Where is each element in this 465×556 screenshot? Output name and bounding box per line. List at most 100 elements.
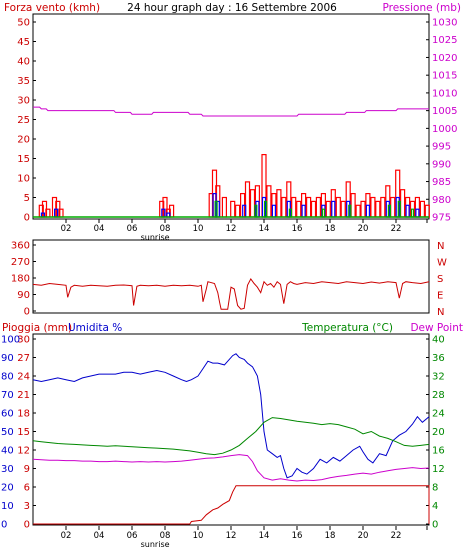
y-tick-label: 1020	[432, 53, 457, 64]
wind-bar	[306, 196, 312, 218]
y-tick-label: 45	[17, 37, 30, 48]
y-tick-label: 30	[1, 464, 14, 475]
wind-bar	[45, 208, 51, 218]
compass-label: S	[437, 274, 443, 285]
y-tick-label: 10	[17, 174, 30, 185]
y-tick-label: 24	[432, 409, 445, 420]
y-tick-label: 28	[432, 390, 445, 401]
y-tick-label: 15	[17, 154, 30, 165]
y-tick-label: 20	[1, 483, 14, 494]
y-tick-label: 1030	[432, 18, 457, 29]
y-tick-label: 12	[17, 446, 30, 457]
wind-bar	[281, 196, 287, 218]
y-tick-label: 10	[1, 501, 14, 512]
dew-point-title: Dew Point	[410, 322, 463, 334]
compass-label: N	[437, 241, 444, 252]
y-tick-label: 32	[432, 372, 445, 383]
x-tick-label: 12	[226, 531, 237, 541]
y-tick-label: 70	[1, 390, 14, 401]
y-tick-label: 12	[432, 464, 445, 475]
y-tick-label: 40	[1, 446, 14, 457]
y-tick-label: 1025	[432, 35, 457, 46]
wind-bar	[221, 196, 227, 218]
graph-day-title: 24 hour graph day : 16 Settembre 2006	[127, 2, 337, 14]
x-tick-label: 18	[325, 224, 336, 234]
humidity-line	[32, 353, 430, 479]
wind-bar	[400, 189, 406, 218]
x-tick-label: 22	[391, 224, 402, 234]
y-tick-label: 40	[17, 57, 30, 68]
y-tick-label: 8	[432, 483, 438, 494]
y-tick-label: 15	[17, 427, 30, 438]
wind-bar	[380, 196, 386, 218]
y-tick-label: 1005	[432, 106, 457, 117]
wind-average-bars	[214, 200, 415, 218]
x-tick-label: 22	[391, 531, 402, 541]
y-tick-label: 40	[432, 335, 445, 346]
wind-bar	[58, 208, 64, 218]
x-tick-label: 02	[61, 531, 72, 541]
wind-bar	[235, 204, 241, 218]
compass-label: E	[437, 291, 443, 302]
direction-panel-frame	[32, 239, 430, 314]
wind-bar	[390, 196, 396, 218]
compass-label: N	[437, 307, 444, 318]
y-tick-label: 980	[432, 195, 451, 206]
wind-bar	[365, 204, 370, 218]
wind-bar	[266, 185, 272, 218]
wind-bar	[360, 200, 366, 218]
wind-bar	[291, 196, 297, 218]
x-tick-label: 14	[259, 224, 270, 234]
x-tick-label: 08	[160, 224, 171, 234]
humidity-title: Umidita %	[68, 322, 122, 334]
y-tick-label: 975	[432, 213, 451, 224]
x-tick-label: 02	[61, 224, 72, 234]
temperature-axis: 0 4 8 12 16 20 24 28 32 36 40	[426, 335, 445, 531]
y-tick-label: 9	[24, 464, 30, 475]
wind-bar	[410, 208, 415, 218]
y-tick-label: 90	[17, 290, 30, 301]
y-tick-label: 20	[432, 427, 445, 438]
wind-bar	[331, 200, 336, 218]
x-tick-label: 10	[193, 224, 204, 234]
wind-gust-bars	[38, 154, 430, 218]
wind-bar	[355, 204, 361, 218]
sunrise-label-top: sunrise	[141, 233, 170, 242]
y-tick-label: 24	[17, 372, 30, 383]
dew-point-line	[32, 454, 430, 482]
y-tick-label: 25	[17, 115, 30, 126]
wind-bar	[405, 204, 410, 218]
y-tick-label: 1015	[432, 71, 457, 82]
y-tick-label: 985	[432, 177, 451, 188]
wind-bar	[335, 196, 341, 218]
x-tick-label: 18	[325, 531, 336, 541]
y-tick-label: 16	[432, 446, 445, 457]
x-tick-label: 10	[193, 531, 204, 541]
y-tick-label: 50	[1, 427, 14, 438]
y-tick-label: 990	[432, 159, 451, 170]
wind-bar	[271, 204, 276, 218]
rain-panel-frame	[32, 333, 430, 526]
y-tick-label: 21	[17, 390, 30, 401]
y-tick-label: 360	[11, 241, 30, 252]
x-tick-label: 06	[127, 224, 138, 234]
y-tick-label: 995	[432, 142, 451, 153]
weather-series-lines	[32, 353, 430, 525]
hour-axis-bottom: 02 04 06 08 10 12 14 16 18 20 22	[61, 526, 428, 541]
x-tick-label: 06	[127, 531, 138, 541]
sunrise-label-bottom: sunrise	[141, 540, 170, 549]
wind-bar	[315, 196, 321, 218]
x-tick-label: 14	[259, 531, 270, 541]
x-tick-label: 20	[358, 224, 369, 234]
y-tick-label: 20	[17, 135, 30, 146]
wind-bar	[419, 200, 425, 218]
temperature-title: Temperatura (°C)	[301, 322, 393, 334]
pressure-axis: 975 980 985 990 995 1000 1005 1010 1015 1020 1025 1…	[426, 18, 457, 224]
wind-bar	[276, 189, 282, 218]
x-tick-label: 16	[292, 531, 303, 541]
compass-label: W	[437, 258, 447, 269]
